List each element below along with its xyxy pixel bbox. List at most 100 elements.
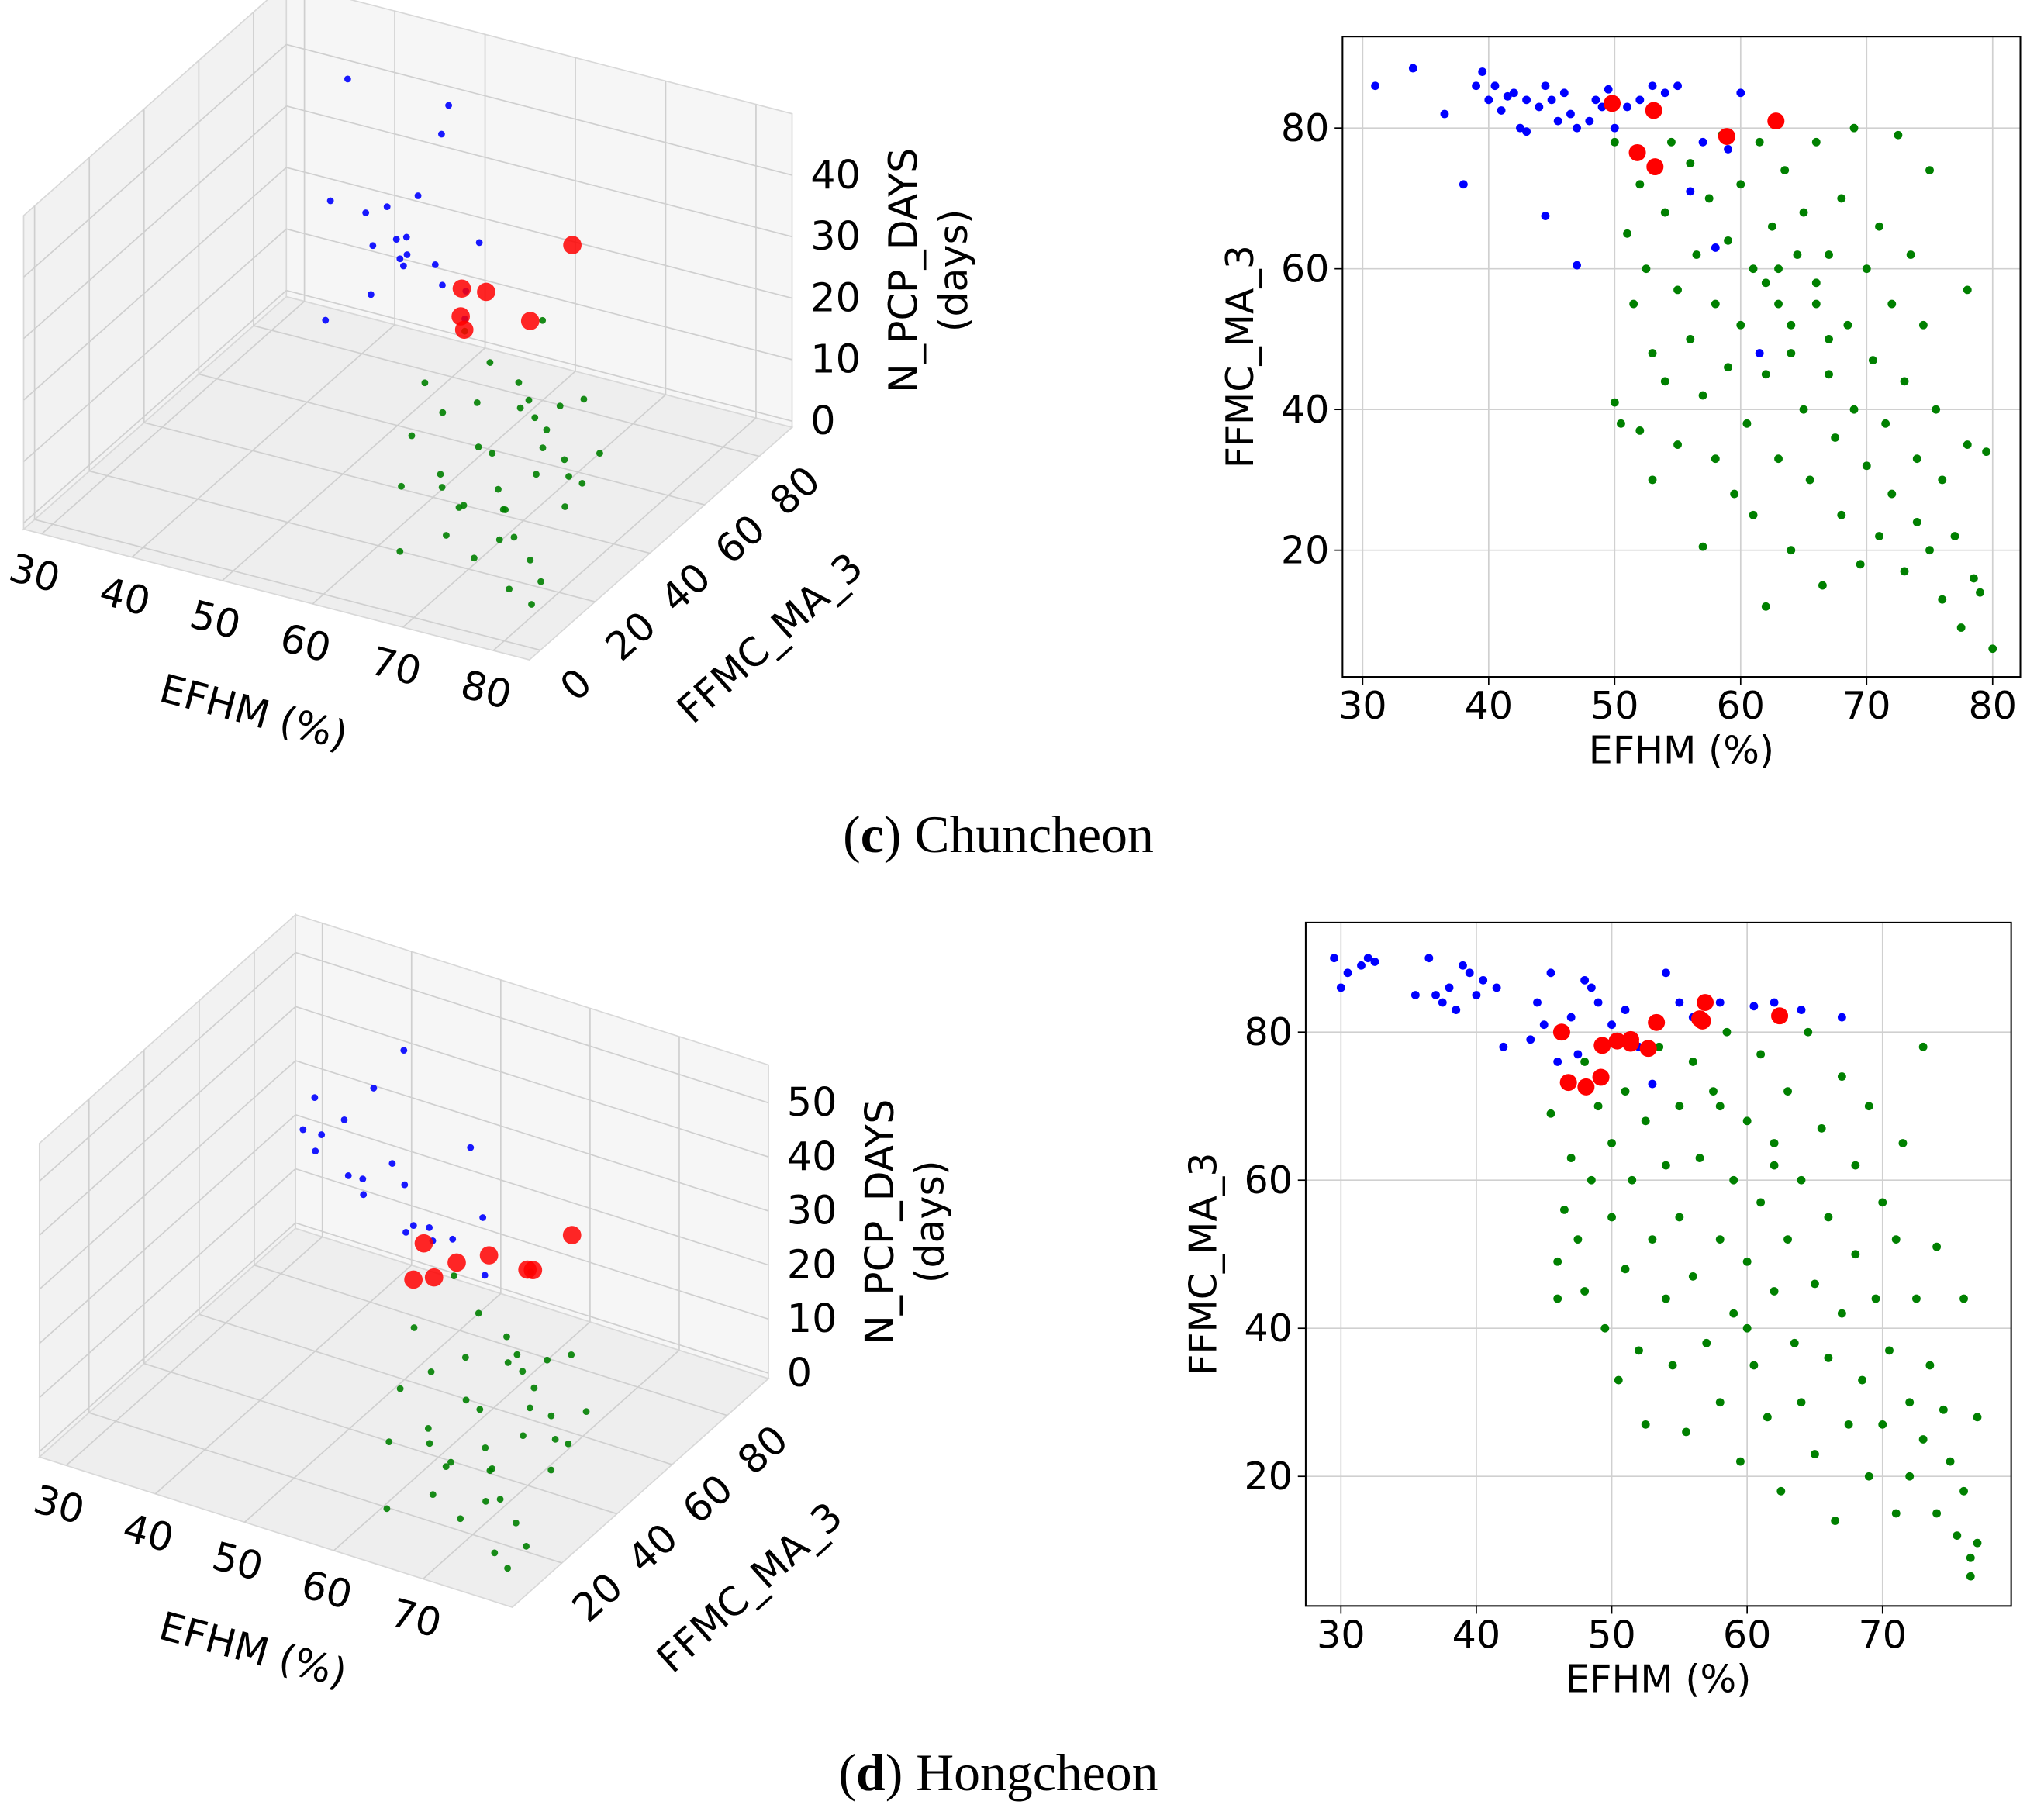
point — [1891, 1235, 1901, 1244]
point — [1566, 109, 1575, 119]
z-tick-label: 0 — [787, 1350, 812, 1396]
point — [496, 1496, 504, 1503]
x-tick-label: 60 — [275, 615, 336, 671]
z-axis-label: N_PCP_DAYS — [880, 148, 926, 393]
point — [1371, 81, 1380, 91]
caption-text: ) Hongcheon — [886, 1744, 1158, 1802]
point — [1459, 180, 1468, 189]
point — [402, 1229, 409, 1236]
point — [1629, 299, 1638, 309]
point — [1742, 1116, 1752, 1126]
point — [396, 547, 404, 555]
grid-line — [295, 1168, 769, 1320]
point — [1851, 1250, 1860, 1259]
point — [1736, 88, 1745, 98]
grid-line — [22, 228, 287, 462]
x-tick-label: 60 — [1717, 684, 1766, 728]
point — [462, 1396, 470, 1404]
y-tick-label: 0 — [551, 659, 601, 709]
point — [1600, 1323, 1610, 1333]
point — [1918, 1435, 1928, 1444]
point — [1862, 461, 1871, 471]
point — [1787, 320, 1796, 330]
y-axis-label: FFMC_MA_3 — [648, 1493, 851, 1682]
z-tick-label: 40 — [810, 152, 861, 198]
point — [410, 1324, 418, 1331]
point — [1811, 1450, 1819, 1458]
point — [1336, 983, 1345, 992]
point — [1497, 106, 1506, 115]
point — [1675, 1102, 1684, 1111]
grid-line — [22, 167, 287, 401]
point — [1953, 1531, 1962, 1541]
point — [1698, 542, 1707, 551]
point — [1818, 581, 1827, 590]
point — [475, 443, 482, 450]
point — [1593, 1037, 1611, 1054]
point — [1862, 264, 1871, 274]
point — [486, 359, 494, 366]
point — [1648, 349, 1657, 357]
point — [1688, 1058, 1697, 1066]
point — [400, 1047, 408, 1054]
point — [1724, 236, 1732, 245]
point — [528, 601, 535, 608]
point — [1552, 1023, 1570, 1041]
point — [1770, 1161, 1779, 1170]
y-tick-label: 60 — [1281, 247, 1330, 292]
point — [1646, 158, 1664, 176]
point — [1695, 1154, 1704, 1162]
point — [1749, 1002, 1759, 1011]
point — [1831, 1517, 1840, 1525]
point — [539, 444, 547, 451]
point — [561, 503, 569, 510]
point — [326, 197, 334, 205]
grid-line — [423, 1349, 680, 1580]
y-tick-label: 40 — [1244, 1306, 1293, 1351]
point — [1811, 137, 1821, 147]
point — [1918, 1042, 1928, 1051]
point — [449, 1235, 457, 1243]
point — [438, 130, 445, 138]
point — [1628, 143, 1646, 161]
point — [486, 1467, 494, 1475]
point — [1667, 137, 1676, 147]
point — [527, 556, 534, 564]
x-tick-label: 40 — [119, 1505, 179, 1561]
point — [452, 279, 471, 298]
point — [1811, 1279, 1819, 1289]
point — [1661, 1161, 1670, 1170]
point — [312, 1147, 319, 1155]
point — [1797, 1175, 1806, 1185]
caption-open: ( — [838, 1744, 856, 1802]
point — [515, 379, 523, 386]
point — [547, 1412, 555, 1420]
point — [437, 471, 444, 478]
point — [344, 1172, 352, 1179]
point — [1787, 546, 1796, 555]
point — [1711, 454, 1720, 464]
point — [1604, 95, 1621, 112]
point — [1729, 1309, 1738, 1318]
point — [1856, 560, 1865, 569]
z-tick-label: 50 — [787, 1079, 837, 1125]
point — [1490, 81, 1500, 91]
point — [1408, 64, 1417, 73]
point — [1370, 958, 1379, 966]
point — [1770, 998, 1779, 1007]
point — [506, 585, 513, 593]
point — [311, 1094, 319, 1102]
point — [426, 1224, 433, 1231]
point — [1780, 166, 1790, 175]
point — [1459, 961, 1467, 970]
point — [1635, 426, 1645, 435]
point — [578, 479, 586, 487]
grid-line — [39, 1222, 296, 1452]
point — [1438, 998, 1447, 1007]
point — [1711, 243, 1720, 252]
point — [471, 554, 478, 562]
y-tick-label: 60 — [706, 506, 775, 573]
point — [1553, 1294, 1562, 1303]
point — [1686, 335, 1695, 343]
point — [1566, 1154, 1576, 1162]
